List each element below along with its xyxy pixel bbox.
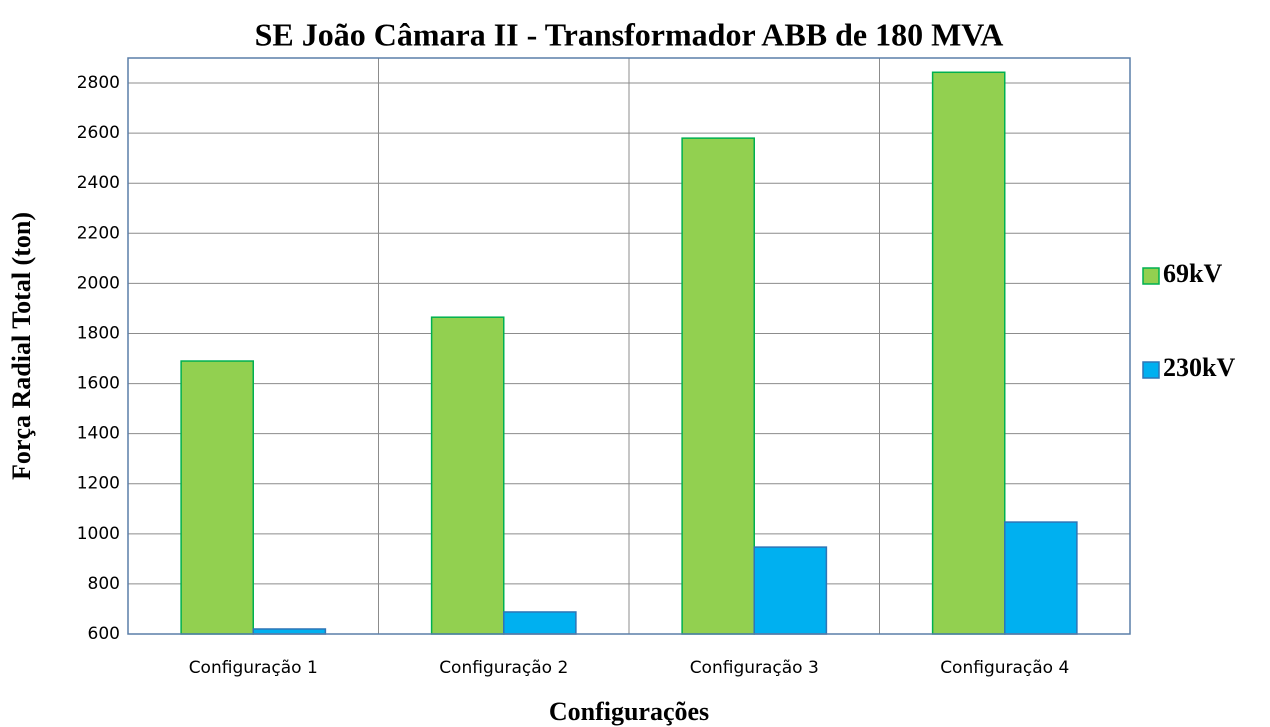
- x-tick-label: Configuração 2: [439, 658, 568, 678]
- chart-title: SE João Câmara II - Transformador ABB de…: [255, 16, 1004, 52]
- y-tick-label: 2400: [77, 173, 120, 193]
- y-tick-label: 2000: [77, 273, 120, 293]
- bar: [753, 546, 828, 635]
- x-axis-title: Configurações: [549, 697, 709, 726]
- y-tick-label: 1400: [77, 424, 120, 444]
- y-tick-label: 800: [88, 574, 120, 594]
- bar: [252, 628, 327, 635]
- legend-swatch: [1142, 267, 1160, 285]
- x-tick-label: Configuração 4: [940, 658, 1069, 678]
- y-tick-label: 1200: [77, 474, 120, 494]
- y-tick-label: 1600: [77, 374, 120, 394]
- bar: [430, 316, 505, 635]
- legend-label: 69kV: [1163, 259, 1222, 288]
- bar: [503, 611, 577, 635]
- y-tick-label: 1800: [77, 323, 120, 343]
- bar: [180, 360, 254, 635]
- bar: [681, 137, 756, 635]
- legend-swatch: [1142, 361, 1160, 379]
- bar: [931, 71, 1006, 635]
- y-axis-title: Força Radial Total (ton): [7, 212, 36, 480]
- y-tick-label: 2600: [77, 123, 120, 143]
- y-tick-label: 2800: [77, 73, 120, 93]
- legend-label: 230kV: [1163, 353, 1235, 382]
- plot-frame: [127, 57, 1131, 635]
- x-tick-label: Configuração 3: [690, 658, 819, 678]
- y-tick-label: 600: [88, 624, 120, 644]
- y-tick-label: 1000: [77, 524, 120, 544]
- x-tick-label: Configuração 1: [189, 658, 318, 678]
- bar: [1004, 521, 1078, 635]
- y-tick-label: 2200: [77, 223, 120, 243]
